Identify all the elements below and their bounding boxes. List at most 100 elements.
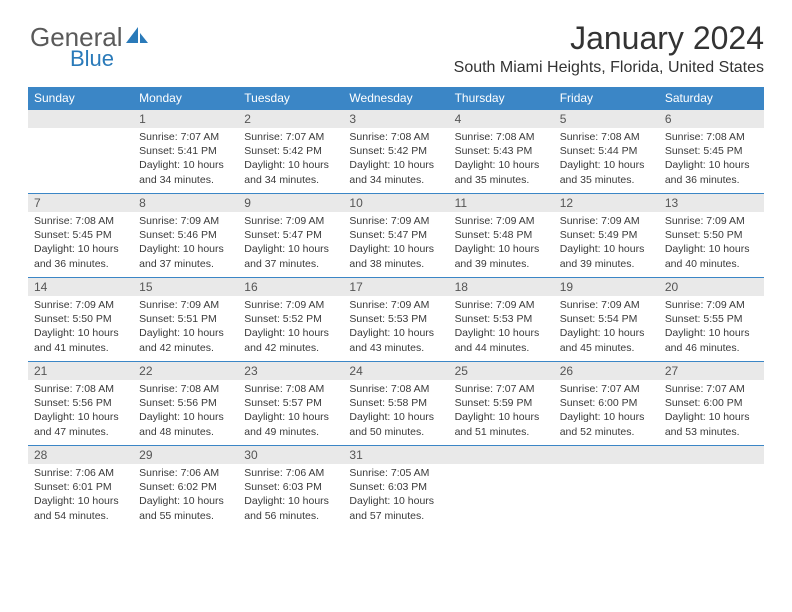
sunset-text: Sunset: 6:02 PM (139, 480, 232, 494)
calendar-day-cell: 15Sunrise: 7:09 AMSunset: 5:51 PMDayligh… (133, 278, 238, 362)
sunrise-text: Sunrise: 7:09 AM (665, 214, 758, 228)
location-subtitle: South Miami Heights, Florida, United Sta… (28, 59, 764, 77)
sunrise-text: Sunrise: 7:08 AM (244, 382, 337, 396)
day-details: Sunrise: 7:09 AMSunset: 5:53 PMDaylight:… (343, 296, 448, 357)
daylight-text: Daylight: 10 hours and 39 minutes. (455, 242, 548, 270)
sunrise-text: Sunrise: 7:07 AM (455, 382, 548, 396)
sunrise-text: Sunrise: 7:09 AM (455, 298, 548, 312)
sunrise-text: Sunrise: 7:09 AM (560, 298, 653, 312)
calendar-day-cell: 26Sunrise: 7:07 AMSunset: 6:00 PMDayligh… (554, 362, 659, 446)
daylight-text: Daylight: 10 hours and 43 minutes. (349, 326, 442, 354)
sunset-text: Sunset: 5:56 PM (34, 396, 127, 410)
day-number: 25 (449, 362, 554, 380)
calendar-week-row: 7Sunrise: 7:08 AMSunset: 5:45 PMDaylight… (28, 194, 764, 278)
daylight-text: Daylight: 10 hours and 51 minutes. (455, 410, 548, 438)
sunset-text: Sunset: 5:59 PM (455, 396, 548, 410)
calendar-day-cell: 2 Sunrise: 7:07 AMSunset: 5:42 PMDaylight… (238, 110, 343, 194)
calendar-day-cell: 30Sunrise: 7:06 AMSunset: 6:03 PMDayligh… (238, 446, 343, 530)
sunset-text: Sunset: 5:56 PM (139, 396, 232, 410)
sunset-text: Sunset: 5:51 PM (139, 312, 232, 326)
calendar-day-cell: 31Sunrise: 7:05 AMSunset: 6:03 PMDayligh… (343, 446, 448, 530)
day-number: 13 (659, 194, 764, 212)
day-number: 8 (133, 194, 238, 212)
col-saturday: Saturday (659, 87, 764, 110)
calendar-day-cell: 7Sunrise: 7:08 AMSunset: 5:45 PMDaylight… (28, 194, 133, 278)
sunrise-text: Sunrise: 7:07 AM (244, 130, 337, 144)
day-details: Sunrise: 7:09 AMSunset: 5:53 PMDaylight:… (449, 296, 554, 357)
sunset-text: Sunset: 5:42 PM (244, 144, 337, 158)
daylight-text: Daylight: 10 hours and 57 minutes. (349, 494, 442, 522)
daylight-text: Daylight: 10 hours and 39 minutes. (560, 242, 653, 270)
sunset-text: Sunset: 5:50 PM (665, 228, 758, 242)
sunrise-text: Sunrise: 7:07 AM (665, 382, 758, 396)
day-number (449, 446, 554, 464)
daylight-text: Daylight: 10 hours and 35 minutes. (560, 158, 653, 186)
day-details: Sunrise: 7:08 AMSunset: 5:56 PMDaylight:… (133, 380, 238, 441)
sunset-text: Sunset: 5:47 PM (349, 228, 442, 242)
day-details: Sunrise: 7:09 AMSunset: 5:55 PMDaylight:… (659, 296, 764, 357)
daylight-text: Daylight: 10 hours and 34 minutes. (244, 158, 337, 186)
sunset-text: Sunset: 6:00 PM (665, 396, 758, 410)
sunrise-text: Sunrise: 7:08 AM (665, 130, 758, 144)
calendar-day-cell: 20Sunrise: 7:09 AMSunset: 5:55 PMDayligh… (659, 278, 764, 362)
daylight-text: Daylight: 10 hours and 55 minutes. (139, 494, 232, 522)
col-tuesday: Tuesday (238, 87, 343, 110)
daylight-text: Daylight: 10 hours and 46 minutes. (665, 326, 758, 354)
daylight-text: Daylight: 10 hours and 45 minutes. (560, 326, 653, 354)
sunrise-text: Sunrise: 7:09 AM (34, 298, 127, 312)
sunrise-text: Sunrise: 7:08 AM (455, 130, 548, 144)
daylight-text: Daylight: 10 hours and 42 minutes. (244, 326, 337, 354)
sunset-text: Sunset: 5:58 PM (349, 396, 442, 410)
brand-sail-icon (126, 25, 148, 50)
calendar-day-cell: 23Sunrise: 7:08 AMSunset: 5:57 PMDayligh… (238, 362, 343, 446)
calendar-day-cell: 16Sunrise: 7:09 AMSunset: 5:52 PMDayligh… (238, 278, 343, 362)
sunset-text: Sunset: 5:49 PM (560, 228, 653, 242)
day-number: 16 (238, 278, 343, 296)
sunrise-text: Sunrise: 7:05 AM (349, 466, 442, 480)
day-number: 19 (554, 278, 659, 296)
day-number: 2 (238, 110, 343, 128)
daylight-text: Daylight: 10 hours and 40 minutes. (665, 242, 758, 270)
calendar-day-cell: 3Sunrise: 7:08 AMSunset: 5:42 PMDaylight… (343, 110, 448, 194)
daylight-text: Daylight: 10 hours and 47 minutes. (34, 410, 127, 438)
calendar-day-cell: 6Sunrise: 7:08 AMSunset: 5:45 PMDaylight… (659, 110, 764, 194)
day-number: 6 (659, 110, 764, 128)
calendar-day-cell: 12 Sunrise: 7:09 AMSunset: 5:49 PMDayligh… (554, 194, 659, 278)
calendar-day-cell: 9Sunrise: 7:09 AMSunset: 5:47 PMDaylight… (238, 194, 343, 278)
day-number: 21 (28, 362, 133, 380)
day-number: 7 (28, 194, 133, 212)
day-number: 30 (238, 446, 343, 464)
calendar-day-cell: 19Sunrise: 7:09 AMSunset: 5:54 PMDayligh… (554, 278, 659, 362)
calendar-week-row: 21Sunrise: 7:08 AMSunset: 5:56 PMDayligh… (28, 362, 764, 446)
daylight-text: Daylight: 10 hours and 49 minutes. (244, 410, 337, 438)
sunset-text: Sunset: 5:53 PM (349, 312, 442, 326)
day-number: 12 (554, 194, 659, 212)
day-details: Sunrise: 7:07 AMSunset: 6:00 PMDaylight:… (659, 380, 764, 441)
day-details: Sunrise: 7:06 AMSunset: 6:03 PMDaylight:… (238, 464, 343, 525)
daylight-text: Daylight: 10 hours and 34 minutes. (139, 158, 232, 186)
calendar-day-cell (449, 446, 554, 530)
day-number (554, 446, 659, 464)
calendar-day-cell: 22Sunrise: 7:08 AMSunset: 5:56 PMDayligh… (133, 362, 238, 446)
sunrise-text: Sunrise: 7:07 AM (560, 382, 653, 396)
sunrise-text: Sunrise: 7:06 AM (34, 466, 127, 480)
day-number: 22 (133, 362, 238, 380)
day-number: 18 (449, 278, 554, 296)
day-number: 14 (28, 278, 133, 296)
calendar-day-cell: 1Sunrise: 7:07 AMSunset: 5:41 PMDaylight… (133, 110, 238, 194)
day-number: 31 (343, 446, 448, 464)
day-details: Sunrise: 7:08 AMSunset: 5:44 PMDaylight:… (554, 128, 659, 189)
sunrise-text: Sunrise: 7:09 AM (244, 298, 337, 312)
daylight-text: Daylight: 10 hours and 54 minutes. (34, 494, 127, 522)
daylight-text: Daylight: 10 hours and 36 minutes. (665, 158, 758, 186)
calendar-day-cell: 4Sunrise: 7:08 AMSunset: 5:43 PMDaylight… (449, 110, 554, 194)
day-details: Sunrise: 7:09 AMSunset: 5:54 PMDaylight:… (554, 296, 659, 357)
sunrise-text: Sunrise: 7:09 AM (139, 214, 232, 228)
sunset-text: Sunset: 5:45 PM (34, 228, 127, 242)
calendar-day-cell: 21Sunrise: 7:08 AMSunset: 5:56 PMDayligh… (28, 362, 133, 446)
daylight-text: Daylight: 10 hours and 34 minutes. (349, 158, 442, 186)
day-number: 5 (554, 110, 659, 128)
sunrise-text: Sunrise: 7:08 AM (560, 130, 653, 144)
sunrise-text: Sunrise: 7:09 AM (560, 214, 653, 228)
sunset-text: Sunset: 5:53 PM (455, 312, 548, 326)
